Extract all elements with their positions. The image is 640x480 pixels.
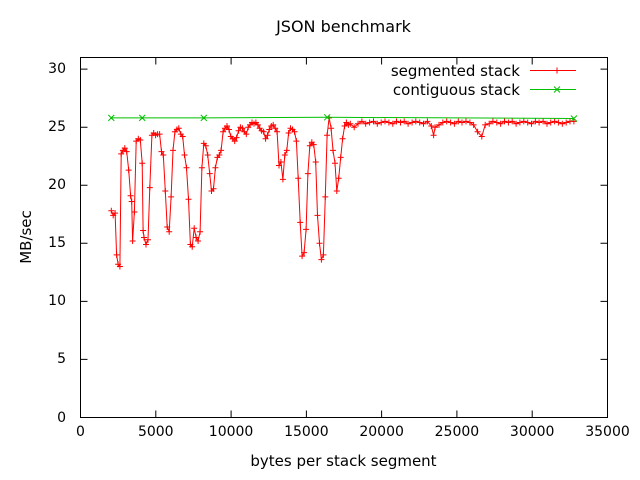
series-markers-segmented-stack: [108, 114, 577, 270]
y-tick-label: 20: [48, 177, 66, 194]
x-axis-label: bytes per stack segment: [250, 452, 437, 470]
y-tick-label: 30: [48, 61, 66, 78]
axis-tick-marks: [80, 57, 608, 418]
legend-item-contiguous-stack: contiguous stack: [0, 80, 577, 99]
y-tick-label: 15: [48, 235, 66, 252]
legend-x-marker-line-icon: [530, 86, 576, 93]
legend-item-segmented-stack: segmented stack: [0, 61, 577, 80]
legend-plus-marker-line-icon: [530, 67, 576, 74]
x-tick-label: 15000: [284, 424, 329, 440]
legend-label-segmented-stack: segmented stack: [390, 61, 520, 80]
x-tick-label: 30000: [509, 424, 555, 440]
chart-title: JSON benchmark: [276, 17, 411, 36]
legend: segmented stack contiguous stack: [0, 61, 577, 99]
legend-label-contiguous-stack: contiguous stack: [392, 80, 520, 99]
y-tick-label: 0: [57, 409, 66, 426]
x-tick-label: 25000: [434, 424, 480, 440]
x-tick-label: 35000: [585, 424, 630, 440]
x-tick-label: 5000: [137, 424, 174, 440]
plot-border: [80, 57, 608, 418]
y-tick-label: 25: [48, 119, 66, 136]
series-markers-contiguous-stack: [107, 113, 578, 122]
y-tick-label: 10: [48, 293, 66, 310]
y-tick-label: 5: [57, 351, 66, 368]
x-tick-label: 20000: [359, 424, 404, 440]
x-tick-label: 0: [76, 424, 85, 440]
x-tick-label: 10000: [208, 424, 254, 440]
series-line-contiguous-stack: [111, 116, 574, 119]
